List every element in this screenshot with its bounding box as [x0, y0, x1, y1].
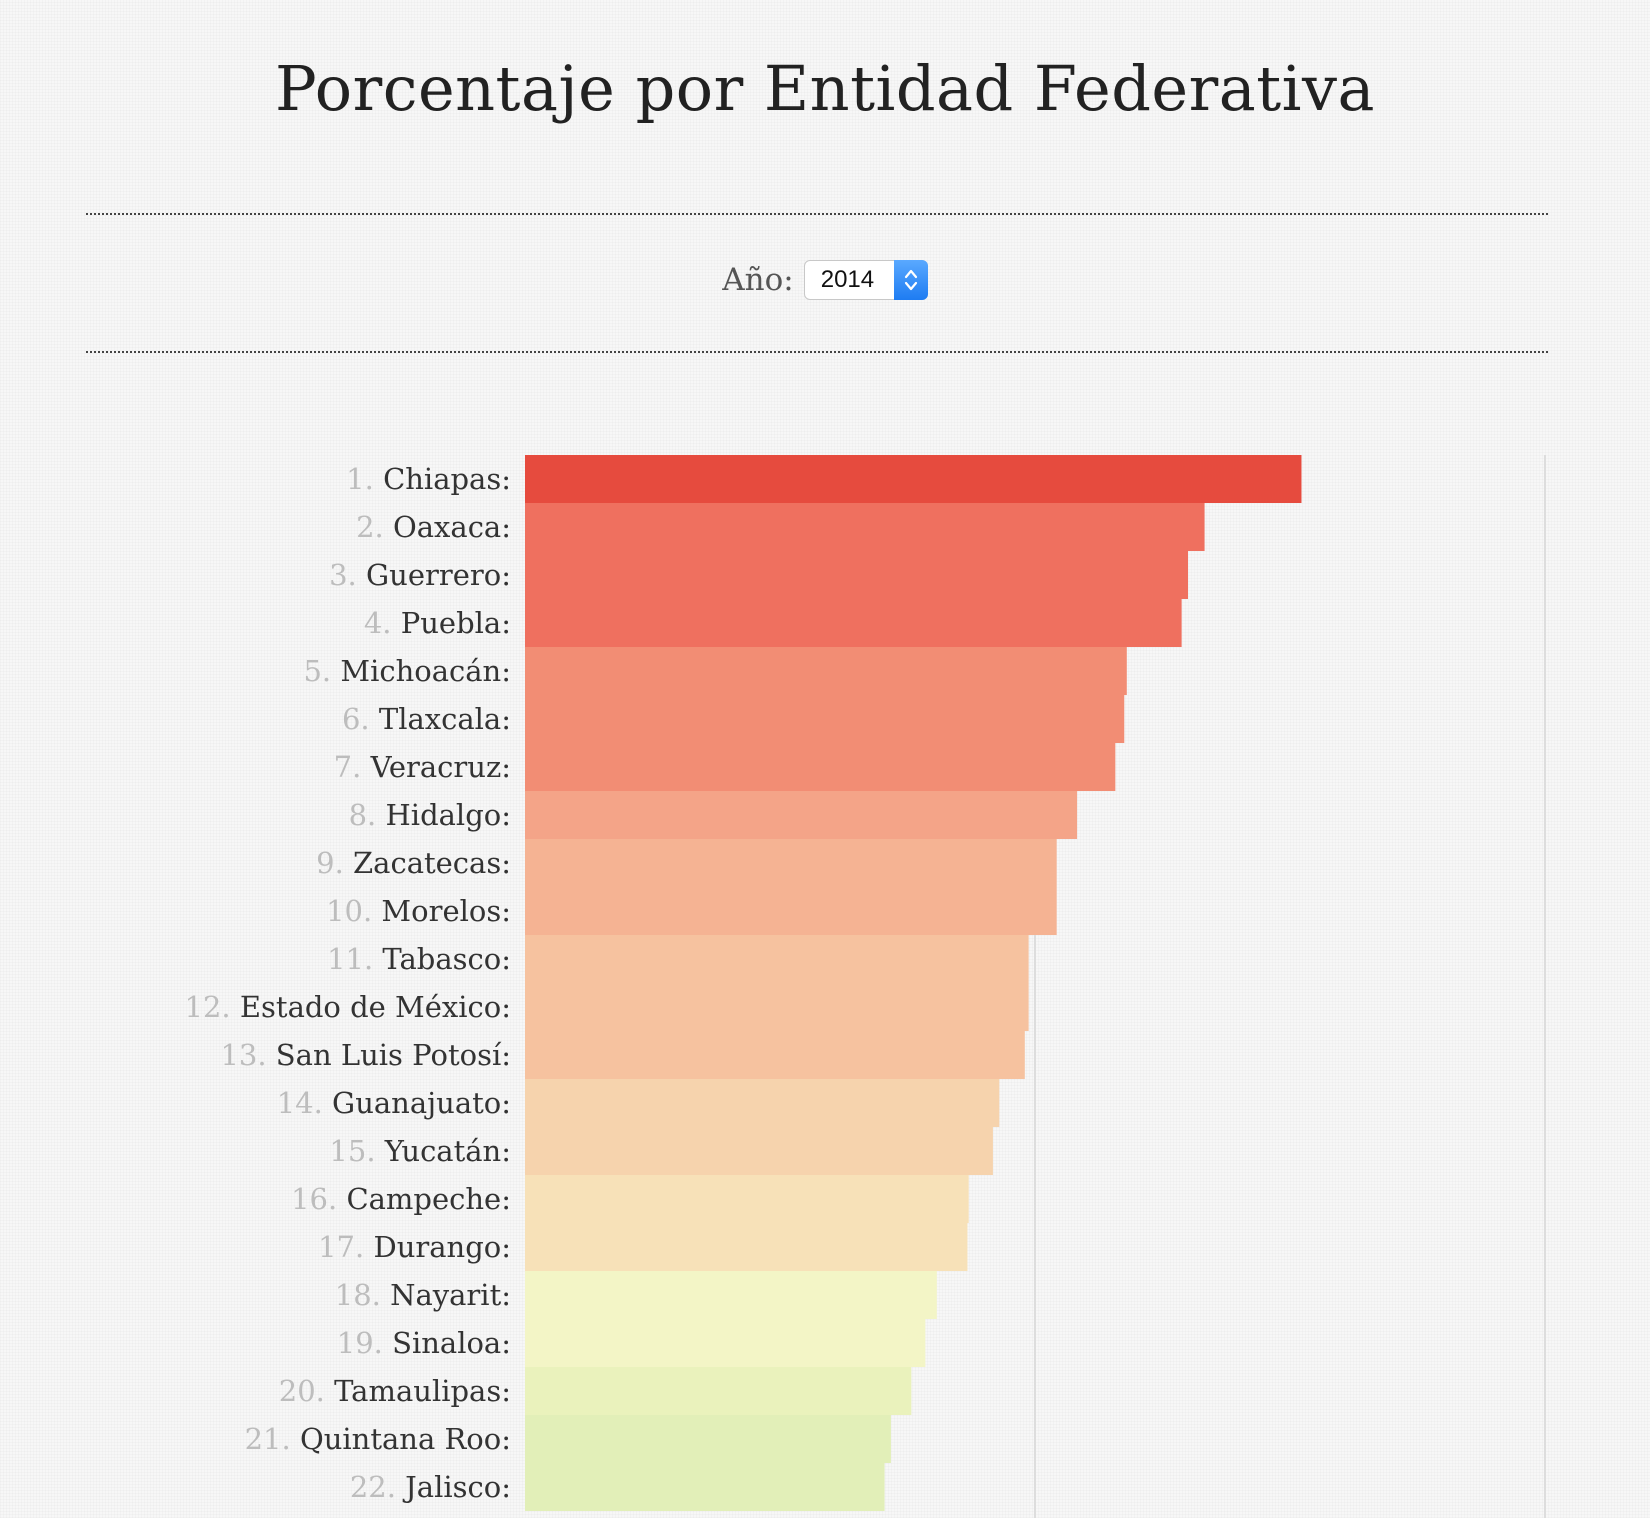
bar-6[interactable] — [525, 695, 1125, 743]
bar-7[interactable] — [525, 743, 1116, 791]
bar-label-3: 3. Guerrero: — [329, 558, 511, 592]
bar-category-name: Sinaloa: — [392, 1326, 511, 1360]
top-divider — [86, 213, 1548, 215]
bar-4[interactable] — [525, 599, 1182, 647]
bar-label-17: 17. Durango: — [318, 1230, 511, 1264]
bar-13[interactable] — [525, 1031, 1025, 1079]
bar-15[interactable] — [525, 1127, 993, 1175]
bar-label-4: 4. Puebla: — [364, 606, 511, 640]
bar-18[interactable] — [525, 1271, 937, 1319]
bar-rank: 13. — [220, 1038, 275, 1072]
bar-category-name: Tabasco: — [382, 942, 511, 976]
bar-5[interactable] — [525, 647, 1127, 695]
bar-label-7: 7. Veracruz: — [334, 750, 511, 784]
bar-category-name: Morelos: — [381, 894, 511, 928]
bar-category-name: Michoacán: — [340, 654, 511, 688]
bar-category-name: Durango: — [373, 1230, 511, 1264]
bar-category-name: Tlaxcala: — [379, 702, 511, 736]
year-filter: Año: 2014 — [0, 260, 1650, 300]
bar-category-name: Guerrero: — [366, 558, 511, 592]
bar-rank: 11. — [327, 942, 382, 976]
bar-rank: 8. — [349, 798, 386, 832]
bar-category-name: Quintana Roo: — [300, 1422, 511, 1456]
up-down-chevron-icon[interactable] — [893, 260, 928, 300]
bar-11[interactable] — [525, 935, 1029, 983]
bar-17[interactable] — [525, 1223, 968, 1271]
bar-rank: 4. — [364, 606, 401, 640]
year-select-value: 2014 — [820, 266, 875, 293]
bar-rank: 19. — [337, 1326, 392, 1360]
bar-label-18: 18. Nayarit: — [335, 1278, 511, 1312]
bar-category-name: Jalisco: — [402, 1470, 511, 1504]
bar-rank: 21. — [245, 1422, 300, 1456]
bar-category-name: Nayarit: — [390, 1278, 511, 1312]
bar-rank: 17. — [318, 1230, 373, 1264]
bar-22[interactable] — [525, 1463, 885, 1511]
bar-category-name: San Luis Potosí: — [276, 1038, 511, 1072]
bar-label-16: 16. Campeche: — [291, 1182, 511, 1216]
bar-label-1: 1. Chiapas: — [346, 462, 511, 496]
bar-category-name: Yucatán: — [384, 1134, 511, 1168]
bar-21[interactable] — [525, 1415, 891, 1463]
bar-19[interactable] — [525, 1319, 926, 1367]
bar-label-19: 19. Sinaloa: — [337, 1326, 511, 1360]
bar-12[interactable] — [525, 983, 1029, 1031]
bar-category-name: Estado de México: — [240, 990, 511, 1024]
bar-category-name: Guanajuato: — [332, 1086, 511, 1120]
bar-label-15: 15. Yucatán: — [329, 1134, 511, 1168]
bar-label-22: 22. Jalisco: — [350, 1470, 511, 1504]
bar-category-name: Zacatecas: — [353, 846, 511, 880]
bar-2[interactable] — [525, 503, 1205, 551]
bar-rank: 14. — [277, 1086, 332, 1120]
bar-label-11: 11. Tabasco: — [327, 942, 511, 976]
bar-category-name: Campeche: — [346, 1182, 511, 1216]
bar-rank: 10. — [326, 894, 381, 928]
bar-10[interactable] — [525, 887, 1057, 935]
bar-14[interactable] — [525, 1079, 1000, 1127]
bar-16[interactable] — [525, 1175, 969, 1223]
bar-label-10: 10. Morelos: — [326, 894, 511, 928]
bar-3[interactable] — [525, 551, 1188, 599]
bar-rank: 1. — [346, 462, 383, 496]
bar-label-13: 13. San Luis Potosí: — [220, 1038, 511, 1072]
bar-label-21: 21. Quintana Roo: — [245, 1422, 511, 1456]
bar-category-name: Tamaulipas: — [334, 1374, 511, 1408]
bar-rank: 6. — [342, 702, 379, 736]
bar-20[interactable] — [525, 1367, 912, 1415]
bottom-divider — [86, 351, 1548, 353]
bar-rank: 15. — [329, 1134, 384, 1168]
bar-8[interactable] — [525, 791, 1078, 839]
bar-1[interactable] — [525, 455, 1302, 503]
bar-rank: 9. — [316, 846, 353, 880]
year-select[interactable]: 2014 — [803, 260, 928, 300]
bar-rank: 22. — [350, 1470, 405, 1504]
bar-category-name: Veracruz: — [370, 750, 511, 784]
bar-rank: 5. — [303, 654, 340, 688]
bar-rank: 3. — [329, 558, 366, 592]
bar-category-name: Hidalgo: — [386, 798, 512, 832]
bar-label-14: 14. Guanajuato: — [277, 1086, 511, 1120]
year-label: Año: — [722, 262, 794, 298]
bar-category-name: Puebla: — [401, 606, 511, 640]
bar-label-20: 20. Tamaulipas: — [279, 1374, 511, 1408]
bar-label-6: 6. Tlaxcala: — [342, 702, 511, 736]
bar-category-name: Chiapas: — [383, 462, 511, 496]
bar-rank: 18. — [335, 1278, 390, 1312]
bar-rank: 16. — [291, 1182, 346, 1216]
bar-rank: 20. — [279, 1374, 334, 1408]
bar-rank: 12. — [185, 990, 240, 1024]
bar-label-5: 5. Michoacán: — [303, 654, 511, 688]
bar-rank: 2. — [356, 510, 393, 544]
bar-label-9: 9. Zacatecas: — [316, 846, 511, 880]
bar-9[interactable] — [525, 839, 1057, 887]
bar-label-12: 12. Estado de México: — [185, 990, 511, 1024]
page-title: Porcentaje por Entidad Federativa — [275, 52, 1375, 125]
bar-rank: 7. — [334, 750, 371, 784]
bar-label-8: 8. Hidalgo: — [349, 798, 511, 832]
bar-category-name: Oaxaca: — [393, 510, 511, 544]
bar-label-2: 2. Oaxaca: — [356, 510, 511, 544]
